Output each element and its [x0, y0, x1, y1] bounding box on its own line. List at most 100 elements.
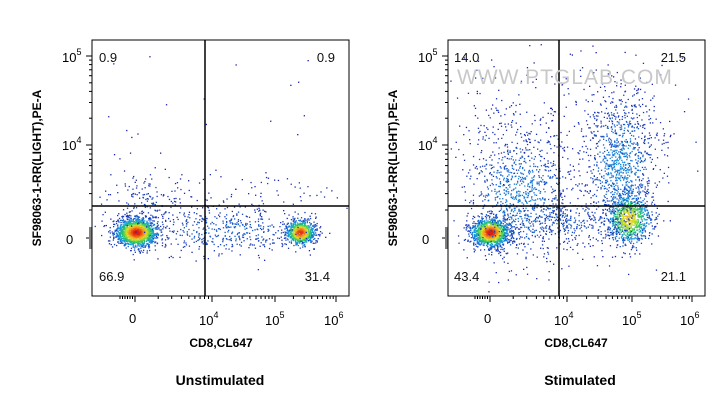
event-dot	[135, 225, 137, 227]
event-dot	[170, 200, 172, 203]
event-dot	[142, 219, 144, 221]
event-dot	[295, 237, 297, 239]
event-dot	[183, 214, 185, 216]
event-dot	[170, 243, 172, 245]
event-dot	[491, 240, 493, 243]
event-dot	[609, 221, 611, 223]
event-dot	[201, 242, 203, 244]
event-dot	[166, 225, 168, 227]
event-dot	[492, 229, 494, 231]
event-dot	[483, 249, 486, 251]
event-dot	[266, 239, 268, 241]
event-dot	[487, 246, 489, 248]
event-dot	[248, 216, 251, 218]
event-dot	[293, 230, 296, 232]
event-dot	[260, 196, 262, 198]
event-dot	[108, 194, 110, 196]
event-dot	[511, 227, 513, 229]
event-dot	[298, 232, 300, 234]
event-dot	[150, 233, 152, 236]
event-dot	[139, 239, 141, 241]
event-dot	[122, 231, 124, 233]
event-dot	[126, 224, 128, 226]
event-dot	[131, 230, 133, 232]
event-dot	[481, 236, 483, 238]
event-dot	[305, 241, 307, 243]
event-dot	[486, 235, 488, 237]
event-dot	[139, 224, 141, 226]
event-dot	[620, 226, 622, 228]
event-dot	[146, 200, 149, 202]
event-dot	[474, 249, 476, 251]
event-dot	[273, 234, 275, 236]
event-dot	[477, 234, 479, 236]
event-dot	[470, 229, 472, 231]
event-dot	[635, 237, 637, 239]
event-dot	[303, 228, 305, 230]
event-dot	[632, 207, 634, 209]
event-dot	[476, 226, 478, 228]
event-dot	[134, 234, 136, 236]
event-dot	[180, 249, 182, 252]
event-dot	[310, 241, 312, 244]
event-dot	[314, 224, 317, 226]
event-dot	[230, 219, 232, 221]
event-dot	[284, 233, 286, 235]
y-axis-label: SF98063-1-RR(LIGHT),PE-A	[30, 89, 44, 246]
event-dot	[156, 242, 159, 244]
event-dot	[293, 218, 296, 221]
event-dot	[488, 225, 490, 227]
event-dot	[154, 242, 156, 244]
event-dot	[125, 230, 127, 232]
event-dot	[122, 215, 124, 217]
event-dot	[627, 200, 629, 202]
event-dot	[217, 234, 220, 237]
event-dot	[257, 269, 259, 271]
event-dot	[302, 242, 304, 244]
event-dot	[225, 223, 228, 226]
event-dot	[620, 236, 623, 238]
event-dot	[232, 215, 235, 217]
event-dot	[130, 247, 133, 249]
event-dot	[286, 238, 289, 240]
event-dot	[641, 212, 643, 214]
event-dot	[136, 194, 138, 196]
event-dot	[309, 254, 311, 256]
event-dot	[490, 226, 492, 228]
event-dot	[147, 243, 150, 245]
event-dot	[183, 240, 186, 242]
event-dot	[486, 244, 488, 246]
event-dot	[127, 203, 130, 205]
event-dot	[280, 236, 282, 238]
event-dot	[138, 218, 141, 221]
event-dot	[146, 223, 149, 225]
event-dot	[113, 63, 115, 65]
event-dot	[643, 198, 646, 200]
event-dot	[630, 227, 632, 229]
event-dot	[296, 234, 298, 236]
event-dot	[493, 228, 495, 230]
event-dot	[137, 226, 139, 228]
event-dot	[198, 182, 201, 184]
event-dot	[306, 221, 308, 223]
event-dot	[145, 216, 147, 218]
event-dot	[131, 221, 134, 223]
event-dot	[297, 223, 300, 225]
event-dot	[311, 228, 313, 230]
event-dot	[649, 217, 651, 219]
event-dot	[285, 243, 287, 246]
event-dot	[152, 236, 154, 239]
event-dot	[155, 216, 157, 218]
event-dot	[138, 228, 140, 230]
event-dot	[140, 244, 142, 247]
event-dot	[129, 231, 131, 233]
event-dot	[260, 192, 262, 194]
event-dot	[270, 120, 272, 122]
event-dot	[175, 197, 177, 200]
event-dot	[124, 239, 127, 241]
event-dot	[134, 181, 136, 183]
event-dot	[147, 245, 150, 247]
event-dot	[140, 232, 142, 234]
event-dot	[494, 227, 496, 229]
event-dot	[149, 207, 151, 209]
